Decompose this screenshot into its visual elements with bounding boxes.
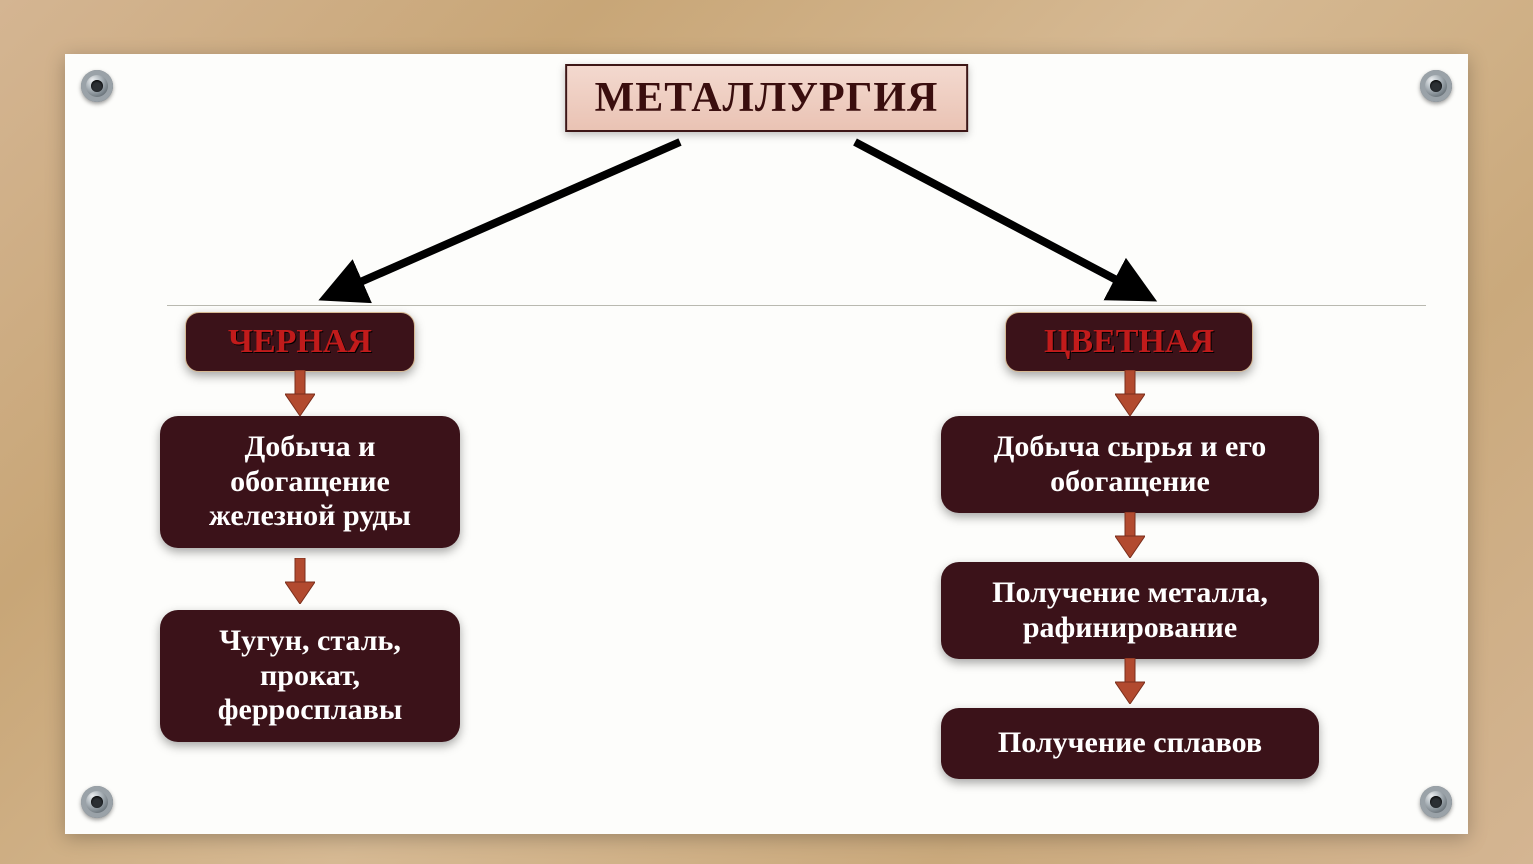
down-arrow-icon [285,558,315,604]
right-step-2: Получение металла, рафинирование [941,562,1319,659]
grommet-icon [1420,786,1452,818]
divider-line [167,305,1426,306]
arrow-right [855,142,1143,294]
slide-canvas: МЕТАЛЛУРГИЯ ЧЕРНАЯ ЦВЕТНАЯ Добыча и обог… [65,54,1468,834]
grommet-icon [81,786,113,818]
diagram-title: МЕТАЛЛУРГИЯ [565,64,969,132]
left-step-2: Чугун, сталь, прокат, ферросплавы [160,610,460,742]
down-arrow-icon [1115,512,1145,558]
down-arrow-icon [1115,658,1145,704]
right-step-1: Добыча сырья и его обогащение [941,416,1319,513]
down-arrow-icon [285,370,315,416]
branch-right-label: ЦВЕТНАЯ [1005,312,1253,372]
grommet-icon [1420,70,1452,102]
arrow-left [333,142,680,294]
branch-left-label: ЧЕРНАЯ [185,312,415,372]
grommet-icon [81,70,113,102]
left-step-1: Добыча и обогащение железной руды [160,416,460,548]
down-arrow-icon [1115,370,1145,416]
right-step-3: Получение сплавов [941,708,1319,779]
